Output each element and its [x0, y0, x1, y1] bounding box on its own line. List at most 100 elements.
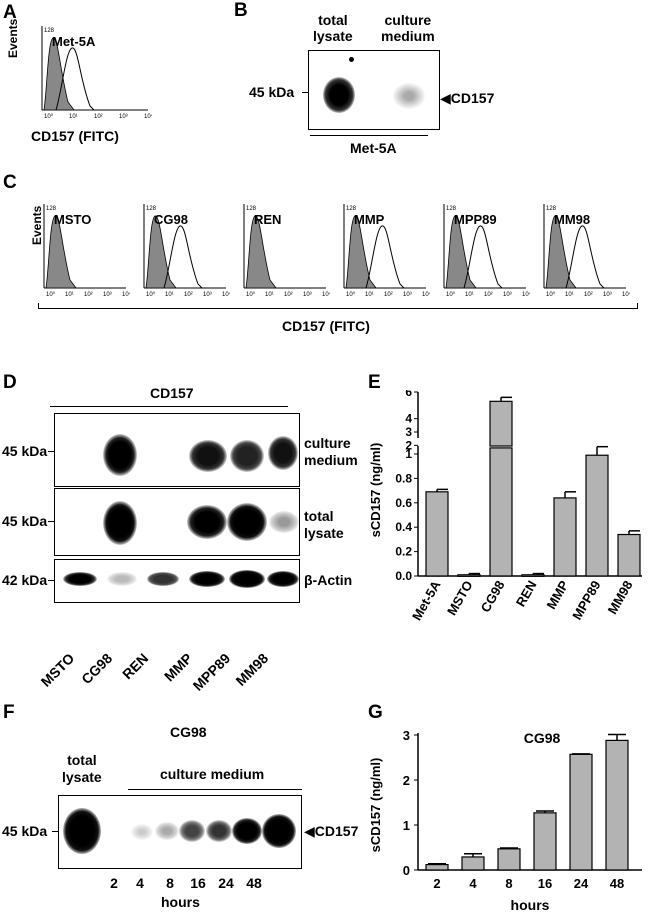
- e-bar: [585, 454, 609, 577]
- e-bar-upper: [489, 400, 513, 447]
- panel-d-header: CD157: [150, 385, 194, 401]
- hist-x-tick: 10³: [603, 292, 612, 298]
- hist-sample-label: MMP: [354, 212, 385, 227]
- histogram-mpp89: 128 10⁰ 10¹ 10² 10³ 10⁴ MPP89: [443, 204, 530, 298]
- e-bar: [553, 497, 577, 577]
- g-y-tick-label: 0: [403, 863, 410, 878]
- cd157-histogram: [163, 225, 203, 289]
- hist-x-tick: 10⁰: [346, 291, 356, 298]
- panel-c-xlabel: CD157 (FITC): [282, 318, 370, 334]
- panel-f-marker-tick: [52, 831, 60, 832]
- g-category-label: 16: [538, 876, 552, 891]
- e-y-tick-label: 0.2: [395, 545, 412, 559]
- band: [179, 820, 205, 842]
- panel-d-row1-tick: [48, 451, 56, 452]
- hist-x-tick: 10²: [384, 292, 393, 298]
- hist-x-tick: 10⁴: [422, 291, 430, 298]
- hist-x-tick: 10⁰: [246, 291, 256, 298]
- hist-sample-label: MM98: [554, 212, 590, 227]
- panel-d-row2-marker: 45 kDa: [2, 513, 48, 529]
- lane-label: 8: [166, 875, 174, 891]
- panel-f-band-name: CD157: [314, 823, 359, 839]
- band: [229, 570, 265, 588]
- g-y-label: sCD157 (ng/ml): [368, 758, 383, 853]
- g-bar: [569, 753, 593, 871]
- hist-x-tick: 10²: [284, 292, 293, 298]
- panel-d-header-line: [50, 406, 288, 407]
- e-y-tick-label: 1: [405, 447, 412, 461]
- histogram-ren: 128 10⁰ 10¹ 10² 10³ 10⁴ REN: [243, 204, 330, 298]
- panel-f-marker: 45 kDa: [2, 823, 48, 839]
- hist-x-tick: 10⁰: [446, 291, 456, 298]
- cd157-histogram: [463, 225, 503, 289]
- panel-f-xlabel: hours: [161, 894, 200, 910]
- panel-d-row1-label: culture medium: [304, 435, 358, 468]
- panel-d-blot-actin: [54, 559, 300, 603]
- band: [63, 572, 97, 586]
- g-bar: [425, 864, 449, 871]
- isotype-histogram: [545, 215, 577, 289]
- e-category-label: MMP: [543, 578, 571, 612]
- g-category-label: 24: [574, 876, 589, 891]
- isotype-histogram: [445, 215, 477, 289]
- panel-b-blot: [308, 50, 440, 130]
- band: [269, 511, 299, 533]
- g-category-label: 8: [505, 876, 512, 891]
- panel-d-row3-marker: 42 kDa: [2, 572, 48, 588]
- g-bar: [497, 848, 521, 871]
- hist-x-tick: 10¹: [265, 292, 274, 298]
- panel-f-band-label: ◀CD157: [304, 823, 359, 839]
- hist-x-tick: 10⁰: [146, 291, 156, 298]
- e-y-tick-label: 3: [405, 425, 412, 439]
- hist-sample-label: CG98: [154, 212, 188, 227]
- panel-c-axis-line: [38, 308, 638, 309]
- panel-c-histograms: 128 10⁰ 10¹ 10² 10³ 10⁴ MSTO 128 10⁰ 10¹ 10² 10³ 10⁴…: [40, 200, 650, 305]
- band: [63, 808, 101, 854]
- panel-f-col-total-lysate: total lysate: [62, 752, 102, 785]
- lane-label: 2: [110, 875, 118, 891]
- isotype-histogram: [245, 215, 277, 289]
- panel-d-row2-tick: [48, 521, 56, 522]
- panel-b-band-lysate: [323, 77, 355, 113]
- e-y-tick-label: 0.0: [395, 569, 412, 583]
- band: [147, 572, 179, 586]
- band: [187, 505, 227, 539]
- isotype-histogram: [45, 215, 77, 289]
- band: [189, 440, 227, 472]
- cd157-histogram: [365, 225, 405, 289]
- hist-ymax: 128: [546, 206, 557, 212]
- e-category-label: MSTO: [444, 578, 476, 618]
- hist-sample-label: MSTO: [54, 212, 91, 227]
- hist-x-tick: 10¹: [165, 292, 174, 298]
- e-category-label: REN: [513, 578, 540, 609]
- panel-b-dot: [349, 57, 354, 62]
- hist-x-tick: 10⁴: [144, 113, 152, 120]
- hist-x-tick: 10³: [103, 292, 112, 298]
- hist-sample-label: Met-5A: [52, 34, 96, 49]
- panel-c-axis-end-left: [38, 303, 39, 309]
- histogram-mmp: 128 10⁰ 10¹ 10² 10³ 10⁴ MMP: [343, 204, 430, 298]
- lane-label: 16: [190, 875, 206, 891]
- g-title: CG98: [524, 730, 561, 746]
- panel-f-medium-line: [128, 789, 302, 790]
- hist-x-tick: 10²: [184, 292, 193, 298]
- e-category-label: CG98: [478, 578, 508, 615]
- hist-x-tick: 10²: [584, 292, 593, 298]
- hist-sample-label: MPP89: [454, 212, 497, 227]
- g-category-label: 4: [469, 876, 477, 891]
- band: [230, 440, 264, 472]
- isotype-histogram: [345, 215, 377, 289]
- hist-ymax: 128: [346, 206, 357, 212]
- g-bar: [605, 739, 629, 871]
- panel-b-marker-tick: [302, 92, 312, 93]
- g-x-label: hours: [511, 897, 550, 913]
- hist-x-tick: 10¹: [465, 292, 474, 298]
- hist-x-tick: 10³: [203, 292, 212, 298]
- panel-d-row1-marker: 45 kDa: [2, 443, 48, 459]
- isotype-histogram: [145, 215, 177, 289]
- hist-x-tick: 10²: [484, 292, 493, 298]
- panel-a-ylabel: Events: [6, 18, 20, 58]
- g-y-tick-label: 3: [403, 728, 410, 743]
